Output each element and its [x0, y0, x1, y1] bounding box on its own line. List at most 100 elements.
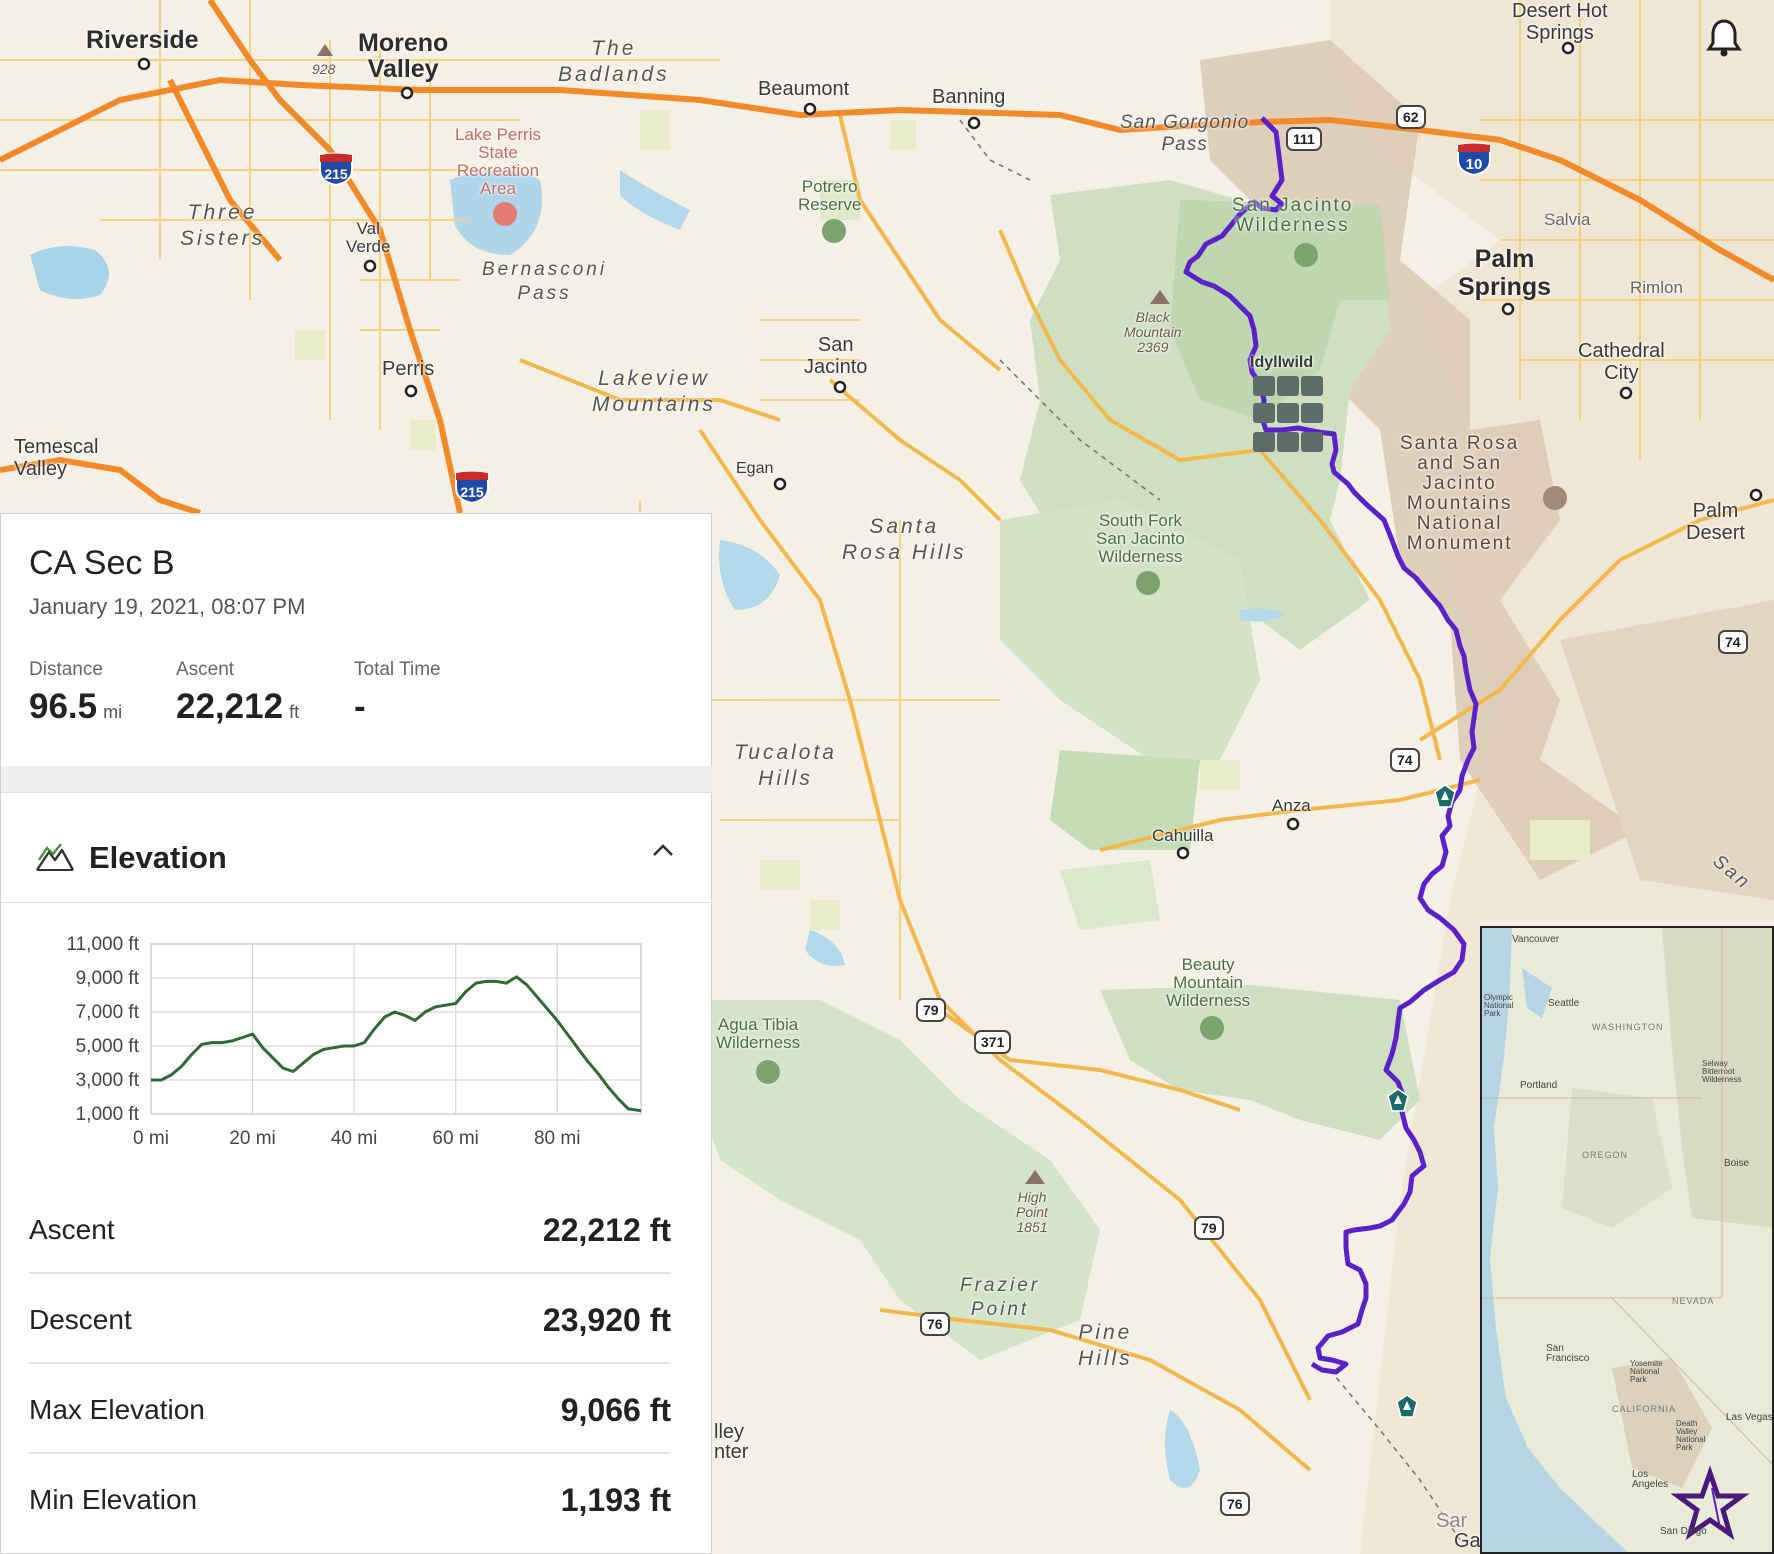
label-sar: Sar	[1436, 1510, 1468, 1532]
inset-label-portland: Portland	[1520, 1080, 1558, 1091]
label-moreno-valley: Moreno Valley	[358, 29, 449, 83]
chart-elevation-line	[151, 975, 642, 1113]
inset-label-san-diego: San Diego	[1660, 1526, 1707, 1537]
inset-label-los-angeles: Los Angeles	[1632, 1469, 1669, 1490]
trip-title: CA Sec B	[29, 544, 175, 582]
i10-shield: 10	[1457, 142, 1491, 176]
inset-label-san-francisco: San Francisco	[1546, 1343, 1590, 1364]
elevation-mountain-icon	[36, 843, 75, 871]
svg-text:215: 215	[460, 484, 484, 500]
label-south-fork-wilderness: South Fork San Jacinto Wilderness	[1096, 511, 1185, 566]
i215-shield-north: 215	[319, 152, 353, 186]
stat-row-max-elevation: Max Elevation 9,066 ft	[29, 1364, 671, 1454]
label-agua-tibia-wilderness: Agua Tibia Wilderness	[716, 1015, 801, 1052]
elevation-chart[interactable]: 11,000 ft 9,000 ft 7,000 ft 5,000 ft 3,000 f…	[29, 914, 669, 1164]
label-anza: Anza	[1272, 796, 1311, 815]
chart-x-tick-label: 20 mi	[229, 1128, 275, 1149]
overview-inset-map[interactable]: Vancouver Seattle Olympic National Park …	[1480, 926, 1774, 1554]
label-lakeview-mountains: Lakeview Mountains	[592, 367, 716, 416]
label-high-point: High Point 1851	[1016, 1189, 1048, 1235]
label-san-gorgonio-pass: San Gorgonio Pass	[1120, 112, 1250, 155]
label-beauty-mountain-wilderness: Beauty Mountain Wilderness	[1166, 955, 1251, 1010]
chart-x-tick-label: 80 mi	[534, 1128, 580, 1149]
label-cahuilla: Cahuilla	[1152, 826, 1214, 845]
sr79-shield-north: 79	[916, 998, 946, 1022]
row-descent-label: Descent	[29, 1304, 132, 1335]
inset-label-oregon: OREGON	[1582, 1150, 1629, 1160]
svg-text:10: 10	[1466, 156, 1483, 173]
label-palm-springs: Palm Springs	[1458, 245, 1552, 301]
row-min-elevation-value: 1,193 ft	[560, 1482, 671, 1518]
label-egan: Egan	[736, 460, 774, 477]
label-perris: Perris	[382, 358, 435, 380]
label-riverside: Riverside	[86, 26, 199, 54]
stat-row-descent: Descent 23,920 ft	[29, 1274, 671, 1364]
bell-icon[interactable]	[1706, 18, 1742, 58]
sr79-shield-south: 79	[1194, 1216, 1224, 1240]
label-frazier-point: Frazier Point	[960, 1275, 1041, 1320]
elevation-section-header[interactable]: Elevation	[1, 792, 713, 903]
trip-date: January 19, 2021, 08:07 PM	[29, 594, 306, 619]
label-santa-rosa-hills: Santa Rosa Hills	[842, 515, 967, 564]
sr74-shield-north: 74	[1718, 630, 1748, 654]
inset-label-california: CALIFORNIA	[1612, 1404, 1677, 1414]
label-beaumont: Beaumont	[758, 78, 850, 100]
stat-row-ascent: Ascent 22,212 ft	[29, 1184, 671, 1274]
chart-y-tick-label: 5,000 ft	[76, 1036, 140, 1057]
panel-divider	[1, 766, 713, 793]
label-temescal-valley: Temescal Valley	[14, 436, 99, 480]
chevron-up-icon[interactable]	[651, 842, 675, 858]
row-min-elevation-label: Min Elevation	[29, 1484, 198, 1515]
stat-distance-value: 96.5 mi	[29, 687, 123, 726]
i215-shield-south: 215	[455, 470, 489, 504]
row-max-elevation-label: Max Elevation	[29, 1394, 205, 1425]
chart-y-tick-label: 3,000 ft	[76, 1070, 140, 1091]
chart-x-tick-label: 60 mi	[432, 1128, 478, 1149]
label-tucalota-hills: Tucalota Hills	[734, 741, 837, 790]
inset-label-olympic: Olympic National Park	[1484, 993, 1514, 1018]
label-black-mountain: Black Mountain 2369	[1124, 309, 1182, 355]
inset-label-washington: WASHINGTON	[1592, 1022, 1664, 1032]
sr74-shield-south: 74	[1390, 748, 1420, 772]
sr371-shield: 371	[974, 1030, 1012, 1054]
stat-ascent-value: 22,212 ft	[176, 687, 300, 726]
sr62-shield: 62	[1396, 105, 1426, 129]
row-ascent-label: Ascent	[29, 1214, 115, 1245]
stat-total-time-value: -	[354, 687, 366, 726]
chart-plot-area	[150, 943, 642, 1115]
stat-distance-label: Distance	[29, 659, 103, 680]
stat-ascent-unit: ft	[289, 702, 300, 722]
chart-y-tick-label: 1,000 ft	[76, 1104, 140, 1125]
pct-route-line	[1183, 116, 1479, 1375]
inset-label-seattle: Seattle	[1548, 998, 1580, 1009]
stat-total-time-label: Total Time	[354, 659, 441, 680]
label-idyllwild: Idyllwild	[1250, 354, 1314, 371]
row-max-elevation-value: 9,066 ft	[560, 1392, 671, 1428]
sr76-shield-east: 76	[1220, 1492, 1250, 1516]
pct-marker-icon[interactable]	[1396, 1394, 1418, 1418]
sr76-shield-west: 76	[920, 1312, 950, 1336]
row-descent-value: 23,920 ft	[542, 1302, 671, 1338]
elevation-section-title: Elevation	[89, 840, 227, 875]
label-potrero: Potrero Reserve	[798, 177, 862, 214]
inset-label-boise: Boise	[1724, 1158, 1750, 1169]
label-salvia: Salvia	[1544, 210, 1591, 229]
inset-label-nevada: NEVADA	[1672, 1296, 1715, 1306]
pct-marker-icon[interactable]	[1387, 1088, 1409, 1112]
label-desert-hot-springs: Desert Hot Springs	[1512, 0, 1608, 44]
inset-label-selway: Selway Bitterroot Wilderness	[1702, 1059, 1742, 1084]
chart-y-tick-label: 9,000 ft	[76, 968, 140, 989]
inset-label-yosemite: Yosemite National Park	[1630, 1359, 1663, 1384]
label-banning: Banning	[932, 86, 1006, 108]
label-badlands: The Badlands	[558, 37, 670, 86]
pct-marker-icon[interactable]	[1434, 784, 1456, 808]
label-san-jacinto: San Jacinto	[804, 334, 868, 378]
label-palm-desert: Palm Desert	[1686, 500, 1745, 544]
stat-ascent-label: Ascent	[176, 659, 235, 680]
label-val-verde: Val Verde	[346, 219, 391, 256]
label-pine-hills: Pine Hills	[1078, 1321, 1133, 1370]
label-peak-928: 928	[312, 61, 336, 77]
inset-label-death-valley: Death Valley National Park	[1676, 1419, 1706, 1452]
inset-label-vancouver: Vancouver	[1512, 934, 1560, 945]
label-cathedral-city: Cathedral City	[1578, 340, 1665, 384]
